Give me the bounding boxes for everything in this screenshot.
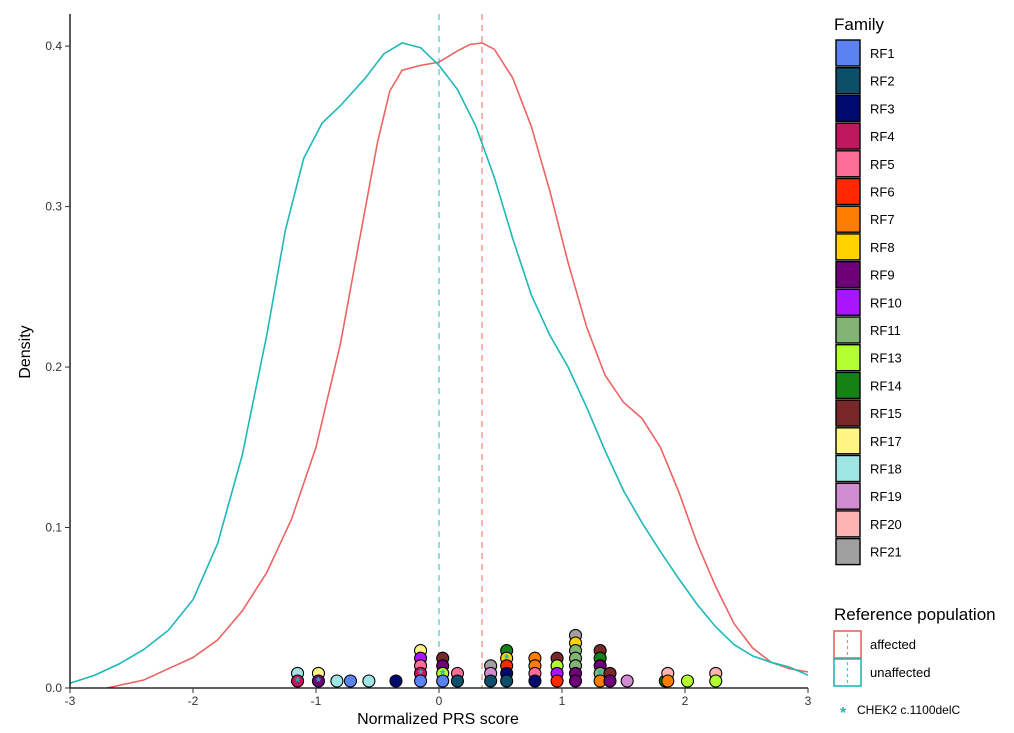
dot-RF18 <box>362 674 376 688</box>
dot-RF9 <box>568 674 583 688</box>
legend-swatch-RF5 <box>835 150 861 178</box>
y-tick-label: 0.3 <box>45 200 62 214</box>
chek2-marker: * <box>504 651 510 666</box>
dot-RF1 <box>436 674 450 688</box>
legend-label-RF15: RF15 <box>870 406 902 421</box>
x-axis-title: Normalized PRS score <box>357 711 519 728</box>
dot-RF19 <box>620 674 634 688</box>
family-legend-items: RF1 RF2 RF3 RF4 RF5 RF6 RF7 RF8 RF9 RF10 RF11 RF13 R… <box>835 39 902 566</box>
x-tick-label: -1 <box>311 694 322 708</box>
legend-swatch-RF19 <box>835 482 861 510</box>
legend-label-RF9: RF9 <box>870 268 895 283</box>
legend-swatch-RF8 <box>835 233 861 261</box>
y-tick-label: 0.2 <box>45 360 62 374</box>
legend-swatch-RF7 <box>835 205 861 233</box>
dot-RF3 <box>389 674 403 688</box>
reference-legend-title: Reference population <box>834 605 996 624</box>
legend-label-RF2: RF2 <box>870 74 895 89</box>
legend-swatch-RF2 <box>835 66 861 95</box>
legend-swatch-RF18 <box>835 454 861 483</box>
legend-swatch-RF1 <box>835 39 861 67</box>
dot-RF4 <box>290 674 305 688</box>
legend: Family RF1RF2RF3RF4RF5RF6RF7RF8RF9RF10RF… <box>833 15 996 722</box>
chek2-marker: * <box>295 674 301 689</box>
chek2-marker: * <box>598 666 604 681</box>
dot-RF1 <box>413 674 428 688</box>
chek2-marker: * <box>316 674 322 689</box>
density-line-unaffected <box>69 42 809 684</box>
chek2-marker: * <box>440 666 446 681</box>
dot-RF7 <box>661 674 675 688</box>
legend-label-RF3: RF3 <box>870 101 895 116</box>
y-tick-label: 0.4 <box>45 39 62 53</box>
legend-swatch-RF4 <box>835 122 861 150</box>
x-tick-label: -2 <box>188 694 199 708</box>
legend-label-RF17: RF17 <box>870 434 902 449</box>
x-tick-label: 2 <box>682 694 689 708</box>
legend-label-RF20: RF20 <box>870 517 902 532</box>
dot-RF6 <box>550 674 564 688</box>
dot-RF18 <box>330 674 344 688</box>
y-axis-title: Density <box>17 325 34 378</box>
y-tick-label: 0.1 <box>45 521 62 535</box>
dot-RF1 <box>343 674 357 688</box>
dot-RF2 <box>484 674 498 688</box>
legend-label-unaffected: unaffected <box>870 665 930 680</box>
legend-swatch-RF6 <box>835 177 861 206</box>
dot-RF9 <box>311 674 326 688</box>
legend-label-RF18: RF18 <box>870 462 902 477</box>
legend-label-RF21: RF21 <box>870 545 902 560</box>
legend-swatch-RF15 <box>835 399 861 427</box>
dot-RF3 <box>528 674 542 688</box>
axes: -3 -2 -1 0 1 2 3 0.0 0.1 0.2 0.3 0.4 <box>45 14 812 708</box>
legend-swatch-RF13 <box>835 344 861 372</box>
legend-swatch-RF11 <box>835 316 861 344</box>
x-tick-label: 3 <box>805 694 812 708</box>
legend-swatch-RF10 <box>835 288 861 316</box>
x-tick-label: -3 <box>65 694 76 708</box>
x-tick-label: 0 <box>436 694 443 708</box>
legend-label-RF1: RF1 <box>870 46 895 61</box>
legend-label-RF10: RF10 <box>870 295 902 310</box>
chek2-legend-label: CHEK2 c.1100delC <box>857 703 961 717</box>
legend-swatch-RF9 <box>835 260 861 289</box>
family-legend-title: Family <box>834 15 885 34</box>
legend-label-RF4: RF4 <box>870 129 895 144</box>
dot-RF9 <box>603 674 617 688</box>
legend-swatch-RF14 <box>835 371 861 400</box>
legend-label-RF5: RF5 <box>870 157 895 172</box>
dot-RF2 <box>500 674 514 688</box>
legend-label-RF6: RF6 <box>870 185 895 200</box>
legend-label-RF13: RF13 <box>870 351 902 366</box>
legend-swatch-RF17 <box>835 427 861 455</box>
legend-label-RF8: RF8 <box>870 240 895 255</box>
legend-label-affected: affected <box>870 637 916 652</box>
legend-swatch-RF3 <box>835 94 861 123</box>
density-line-affected <box>106 42 809 689</box>
legend-label-RF14: RF14 <box>870 378 902 393</box>
plot-area: * * * * * * <box>69 14 809 689</box>
legend-swatch-RF20 <box>835 510 861 538</box>
chek2-marker: * <box>418 666 424 681</box>
dot-RF13 <box>680 674 695 688</box>
y-tick-label: 0.0 <box>45 681 62 695</box>
legend-swatch-RF21 <box>835 537 861 566</box>
legend-label-RF11: RF11 <box>870 323 901 338</box>
legend-label-RF19: RF19 <box>870 489 902 504</box>
dot-RF2 <box>450 674 465 688</box>
chek2-legend-symbol: * <box>840 705 847 722</box>
legend-label-RF7: RF7 <box>870 212 895 227</box>
x-tick-label: 1 <box>559 694 566 708</box>
reference-legend-items: affected unaffected <box>833 630 930 687</box>
dot-RF13 <box>709 674 723 688</box>
